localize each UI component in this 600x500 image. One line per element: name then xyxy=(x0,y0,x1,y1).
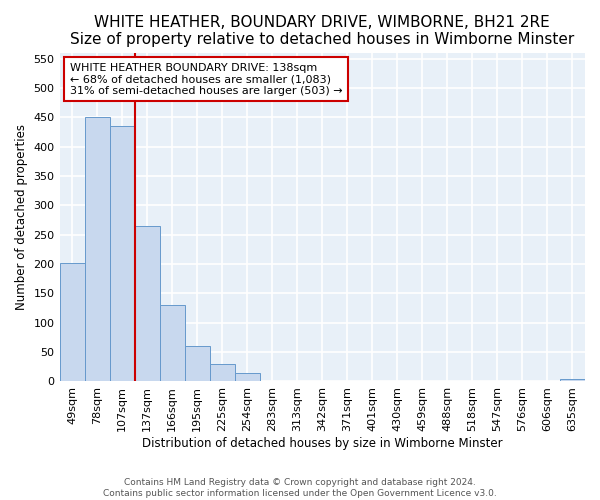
Bar xyxy=(385,381,410,382)
Bar xyxy=(435,381,460,382)
Bar xyxy=(535,381,560,382)
Bar xyxy=(560,378,585,382)
Title: WHITE HEATHER, BOUNDARY DRIVE, WIMBORNE, BH21 2RE
Size of property relative to d: WHITE HEATHER, BOUNDARY DRIVE, WIMBORNE,… xyxy=(70,15,574,48)
Y-axis label: Number of detached properties: Number of detached properties xyxy=(15,124,28,310)
Bar xyxy=(59,264,85,382)
Bar xyxy=(209,364,235,382)
Bar xyxy=(85,118,110,382)
Bar xyxy=(360,381,385,382)
X-axis label: Distribution of detached houses by size in Wimborne Minster: Distribution of detached houses by size … xyxy=(142,437,503,450)
Bar xyxy=(485,381,510,382)
Bar xyxy=(160,305,185,382)
Bar xyxy=(134,226,160,382)
Bar xyxy=(310,381,335,382)
Bar xyxy=(235,372,260,382)
Bar xyxy=(110,126,134,382)
Bar xyxy=(510,381,535,382)
Text: WHITE HEATHER BOUNDARY DRIVE: 138sqm
← 68% of detached houses are smaller (1,083: WHITE HEATHER BOUNDARY DRIVE: 138sqm ← 6… xyxy=(70,62,343,96)
Bar xyxy=(260,381,285,382)
Bar xyxy=(185,346,209,382)
Bar xyxy=(460,381,485,382)
Bar xyxy=(410,381,435,382)
Bar xyxy=(285,381,310,382)
Bar xyxy=(335,381,360,382)
Text: Contains HM Land Registry data © Crown copyright and database right 2024.
Contai: Contains HM Land Registry data © Crown c… xyxy=(103,478,497,498)
